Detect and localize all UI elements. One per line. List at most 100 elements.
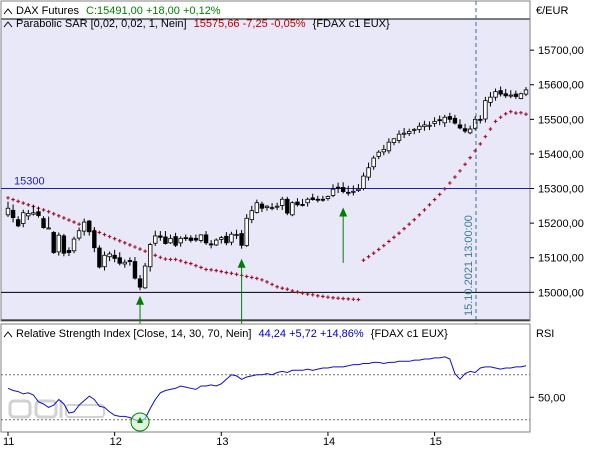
candle-body	[36, 211, 41, 216]
price-last-value: C:15491,00 +18,00 +0,12%	[86, 5, 221, 17]
candle-body	[147, 244, 153, 268]
signal-arrow-head	[237, 258, 246, 268]
candle-body	[280, 198, 285, 206]
svg-text:Relative Strength Index [Close: Relative Strength Index [Close, 14, 30, …	[16, 328, 448, 340]
sar-point	[514, 111, 518, 115]
sar-point	[275, 284, 279, 289]
sar-point	[183, 260, 188, 265]
candle-body	[76, 230, 82, 239]
sar-point	[285, 287, 290, 292]
candle-body	[315, 198, 320, 201]
sar-point	[361, 258, 366, 262]
candle-body	[107, 253, 112, 258]
candle-body	[21, 212, 26, 224]
sar-point	[260, 278, 264, 282]
sar-point	[204, 267, 208, 272]
sar-point	[280, 286, 285, 290]
time-tick-label: 12	[110, 436, 122, 448]
collapse-icon	[3, 21, 13, 28]
candle-body	[417, 125, 422, 130]
sar-point	[351, 297, 356, 302]
candle-body	[163, 236, 168, 244]
candle-body	[478, 118, 483, 121]
candle-body	[401, 132, 407, 135]
price-panel-bg	[0, 18, 531, 321]
signal-arrow-head	[339, 207, 348, 217]
candle-body	[97, 247, 102, 268]
sar-point	[290, 289, 295, 293]
candle-body	[325, 196, 331, 199]
price-horizontal-lines: 15300	[1, 176, 530, 293]
sar-point	[138, 247, 142, 251]
candle-body	[346, 191, 351, 194]
candle-body	[208, 243, 214, 246]
sar-point	[163, 257, 168, 261]
sar-point	[300, 291, 305, 295]
candle-body	[427, 124, 432, 127]
sar-point	[133, 245, 137, 249]
candle-body	[203, 234, 209, 244]
candle-body	[173, 236, 178, 246]
buy-signals	[136, 207, 348, 330]
sar-point	[56, 214, 61, 218]
candle-body	[381, 149, 387, 153]
candle-body	[300, 204, 305, 206]
sar-point	[341, 296, 345, 301]
sar-point	[249, 275, 254, 280]
sar-point	[402, 226, 406, 231]
sar-point	[255, 276, 259, 281]
time-tick-label: 15	[430, 436, 442, 448]
rsi-axis-unit: RSI	[536, 328, 554, 340]
candle-body	[330, 188, 336, 196]
sar-point	[315, 293, 320, 298]
sar-point	[437, 192, 442, 197]
sar-value: 15575,66 -7,25 -0,05%	[194, 18, 306, 30]
candle-body	[305, 198, 310, 204]
price-axis: 15000,00 15100,00 15200,00 15300,00 15400,00…	[530, 45, 584, 299]
sar-point	[295, 290, 300, 294]
level-line-label: 15300	[14, 176, 45, 188]
rsi-tick-label: 50,00	[538, 392, 566, 404]
svg-text:DAX Futures C:15491,00 +: DAX Futures C:15491,00 +18,00 +0,12%	[16, 5, 221, 17]
rsi-name: Relative Strength Index [Close, 14, 30, …	[16, 328, 251, 340]
sar-point	[503, 111, 508, 116]
candle-body	[371, 157, 376, 168]
watermark-logo	[8, 399, 105, 419]
candle-body	[193, 237, 199, 241]
sar-point	[143, 249, 147, 253]
candle-body	[112, 254, 117, 259]
sar-point	[6, 196, 10, 200]
sar-point	[26, 202, 31, 207]
sar-point	[234, 272, 239, 277]
candle-body	[92, 230, 97, 249]
candle-body	[168, 237, 173, 244]
candle-body	[462, 128, 468, 132]
candle-body	[376, 151, 381, 157]
candle-body	[310, 197, 315, 201]
candle-body	[66, 250, 72, 253]
sar-point	[219, 269, 224, 274]
price-series-name: DAX Futures	[16, 5, 79, 17]
sar-name: Parabolic SAR [0,02, 0,02, 1, Nein]	[16, 18, 187, 30]
sar-point	[493, 119, 498, 124]
sar-point	[331, 296, 335, 300]
price-tick-label: 15200,00	[538, 218, 584, 230]
sar-point	[102, 232, 107, 237]
candle-body	[412, 128, 417, 131]
rsi-highlight-arrow	[137, 417, 144, 423]
candle-body	[406, 131, 412, 134]
rsi-reference-lines	[1, 374, 530, 421]
candle-body	[132, 261, 138, 279]
sar-point	[270, 282, 274, 287]
sar-point	[524, 112, 528, 116]
date-marker-label: 15.10.2021 13:00:00	[463, 215, 475, 316]
candle-body	[81, 221, 87, 232]
candle-body	[366, 167, 371, 178]
candle-body	[102, 254, 107, 268]
sar-point	[178, 259, 183, 263]
candlestick-series	[5, 86, 529, 291]
candle-body	[56, 234, 61, 253]
candle-body	[183, 237, 188, 240]
candle-body	[178, 237, 183, 244]
candle-body	[71, 238, 77, 252]
